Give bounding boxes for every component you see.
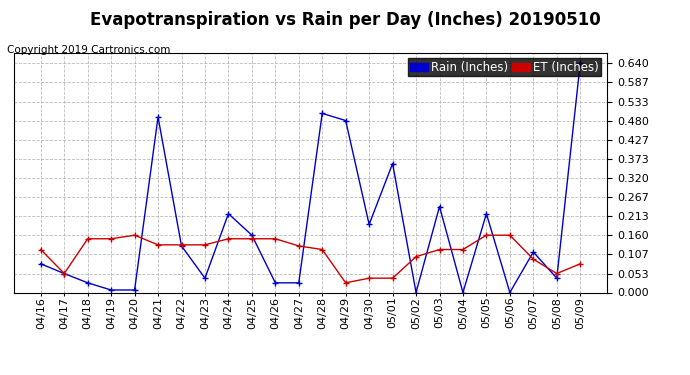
Rain (Inches) [60,271,68,276]
Rain (Inches) [107,288,115,292]
Line: Rain (Inches): Rain (Inches) [38,60,583,295]
ET (Inches) [388,276,397,280]
ET (Inches) [37,247,45,252]
Rain (Inches) [318,111,326,116]
Rain (Inches) [365,222,373,227]
Rain (Inches) [248,233,256,237]
Rain (Inches) [482,211,491,216]
Text: Evapotranspiration vs Rain per Day (Inches) 20190510: Evapotranspiration vs Rain per Day (Inch… [90,11,600,29]
ET (Inches) [529,257,538,261]
Rain (Inches) [435,204,444,209]
Text: Copyright 2019 Cartronics.com: Copyright 2019 Cartronics.com [7,45,170,55]
ET (Inches) [60,271,68,276]
ET (Inches) [506,233,514,237]
ET (Inches) [435,247,444,252]
Rain (Inches) [224,211,233,216]
ET (Inches) [107,237,115,241]
ET (Inches) [201,243,209,247]
Rain (Inches) [506,290,514,295]
ET (Inches) [482,233,491,237]
ET (Inches) [576,262,584,266]
Rain (Inches) [529,250,538,254]
ET (Inches) [83,237,92,241]
Legend: Rain (Inches), ET (Inches): Rain (Inches), ET (Inches) [408,58,601,76]
ET (Inches) [130,233,139,237]
ET (Inches) [295,244,303,248]
ET (Inches) [553,271,561,276]
ET (Inches) [224,237,233,241]
Rain (Inches) [37,262,45,266]
Rain (Inches) [177,244,186,248]
Rain (Inches) [576,61,584,66]
Rain (Inches) [83,280,92,285]
Rain (Inches) [201,276,209,280]
Rain (Inches) [130,288,139,292]
ET (Inches) [459,247,467,252]
ET (Inches) [177,243,186,247]
Rain (Inches) [412,290,420,295]
Rain (Inches) [154,115,162,119]
Rain (Inches) [388,161,397,166]
Rain (Inches) [271,280,279,285]
ET (Inches) [318,247,326,252]
Rain (Inches) [553,276,561,280]
Rain (Inches) [295,280,303,285]
ET (Inches) [271,237,279,241]
ET (Inches) [412,254,420,259]
ET (Inches) [248,237,256,241]
Rain (Inches) [342,118,350,123]
Line: ET (Inches): ET (Inches) [38,232,583,286]
ET (Inches) [154,243,162,247]
ET (Inches) [342,280,350,285]
ET (Inches) [365,276,373,280]
Rain (Inches) [459,290,467,295]
